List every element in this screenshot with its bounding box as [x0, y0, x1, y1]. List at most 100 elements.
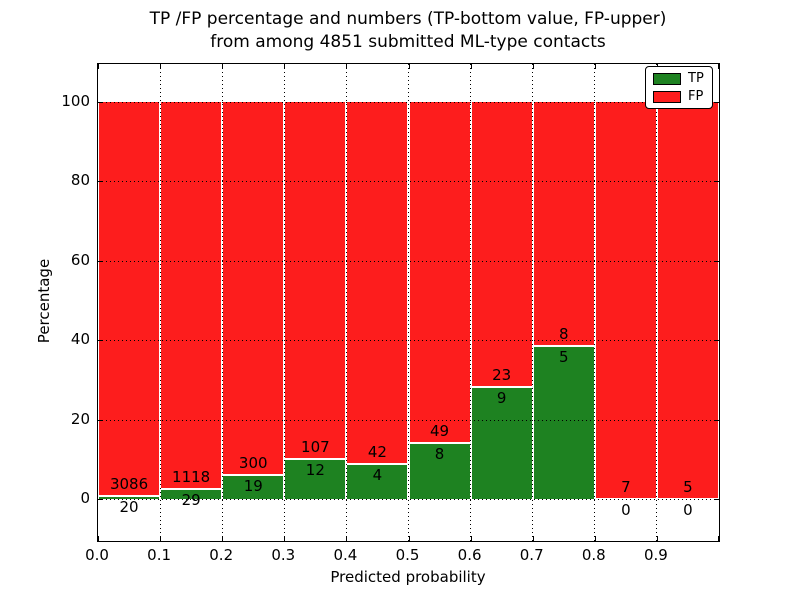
legend: TP FP — [645, 66, 713, 109]
tp-bar-segment — [533, 346, 594, 499]
v-gridline — [470, 64, 472, 541]
x-tick — [532, 536, 534, 541]
tp-count-label: 8 — [434, 445, 445, 464]
x-tick — [470, 536, 472, 541]
legend-label-tp: TP — [688, 71, 704, 86]
x-axis-label: Predicted probability — [330, 568, 486, 586]
fp-bar-segment — [533, 102, 594, 347]
fp-bar-segment — [471, 102, 532, 388]
x-tick-label: 0.7 — [519, 546, 544, 564]
x-tick — [470, 64, 472, 69]
tp-bar-segment — [223, 475, 284, 499]
y-tick — [714, 102, 719, 103]
x-tick — [532, 64, 534, 69]
tp-count-label: 5 — [558, 348, 569, 367]
y-tick — [714, 181, 719, 183]
fp-count-label: 300 — [238, 454, 268, 473]
v-gridline — [656, 64, 658, 541]
fp-count-label: 5 — [683, 478, 693, 496]
tp-count-label: 19 — [243, 477, 263, 496]
y-tick — [98, 260, 103, 262]
fp-count-label: 23 — [492, 366, 512, 385]
fp-count-label: 42 — [367, 443, 387, 462]
tp-count-label: 0 — [621, 501, 631, 519]
x-tick — [98, 536, 99, 541]
v-gridline — [532, 64, 534, 541]
x-tick — [160, 64, 162, 69]
x-tick — [160, 536, 162, 541]
fp-count-label: 8 — [558, 325, 569, 344]
y-tick — [714, 499, 719, 500]
fp-count-label: 1118 — [172, 467, 211, 486]
v-gridline — [594, 64, 596, 541]
x-tick — [346, 536, 348, 541]
chart-title-line-1: TP /FP percentage and numbers (TP-bottom… — [149, 9, 667, 29]
fp-swatch-icon — [653, 91, 681, 103]
x-tick-label: 0.1 — [147, 546, 172, 564]
fp-count-label: 107 — [301, 437, 330, 456]
x-tick — [98, 64, 99, 69]
x-tick — [346, 64, 348, 69]
tp-bar-segment — [161, 488, 222, 499]
x-tick — [594, 536, 596, 541]
fp-bar-segment — [223, 102, 284, 476]
x-tick — [408, 64, 410, 69]
tp-bar-segment — [347, 464, 408, 499]
x-tick — [222, 536, 224, 541]
v-gridline — [221, 64, 223, 541]
x-tick-label: 0.6 — [457, 546, 482, 564]
v-gridline — [345, 64, 347, 541]
x-tick — [284, 536, 286, 541]
y-tick — [714, 340, 719, 342]
tp-count-label: 4 — [372, 466, 383, 485]
x-tick-label: 0.3 — [271, 546, 296, 564]
tp-bar-segment — [99, 496, 160, 499]
plot-area: 3086 20 1118 29 300 19 107 12 42 4 49 8 23 9 8 5 7 0 5 0 — [97, 63, 720, 542]
fp-bar-segment — [595, 102, 656, 499]
fp-count-label: 7 — [621, 478, 631, 496]
y-tick-label: 0 — [80, 489, 90, 507]
x-tick — [594, 64, 596, 69]
fp-bar-segment — [657, 102, 718, 499]
fp-count-label: 49 — [430, 422, 450, 441]
tp-count-label: 9 — [496, 389, 507, 408]
x-tick — [718, 64, 719, 69]
y-tick — [714, 260, 719, 262]
x-tick-label: 0.5 — [395, 546, 420, 564]
fp-bar-segment — [99, 102, 160, 497]
y-tick — [98, 419, 103, 421]
x-tick — [408, 536, 410, 541]
x-tick — [222, 64, 224, 69]
v-gridline — [283, 64, 285, 541]
x-tick-label: 0.4 — [333, 546, 358, 564]
y-tick — [98, 181, 103, 183]
legend-item-tp: TP — [653, 72, 705, 86]
fp-count-label: 3086 — [109, 475, 149, 494]
fp-bar-segment — [161, 102, 222, 489]
x-tick — [656, 536, 658, 541]
v-gridline — [408, 64, 409, 541]
x-tick — [284, 64, 286, 69]
y-tick-label: 40 — [70, 330, 90, 349]
x-tick-label: 0.2 — [209, 546, 234, 564]
tp-bar-segment — [285, 458, 346, 499]
y-tick — [98, 102, 103, 103]
y-tick-label: 80 — [70, 171, 90, 190]
tp-count-label: 20 — [119, 498, 139, 517]
y-tick — [714, 419, 719, 421]
tp-bar-segment — [471, 387, 532, 499]
legend-label-fp: FP — [688, 89, 704, 104]
tp-count-label: 12 — [305, 460, 325, 479]
y-tick-label: 100 — [61, 92, 90, 110]
x-tick — [718, 536, 719, 541]
x-tick-label: 0.9 — [643, 546, 668, 564]
y-tick-label: 60 — [70, 250, 90, 269]
fp-bar-segment — [347, 102, 408, 465]
x-tick-label: 0.0 — [85, 546, 109, 564]
fp-bar-segment — [285, 102, 346, 459]
fp-bar-segment — [409, 102, 470, 444]
y-tick-label: 20 — [70, 409, 90, 428]
v-gridline — [159, 64, 161, 541]
y-tick — [98, 499, 103, 500]
